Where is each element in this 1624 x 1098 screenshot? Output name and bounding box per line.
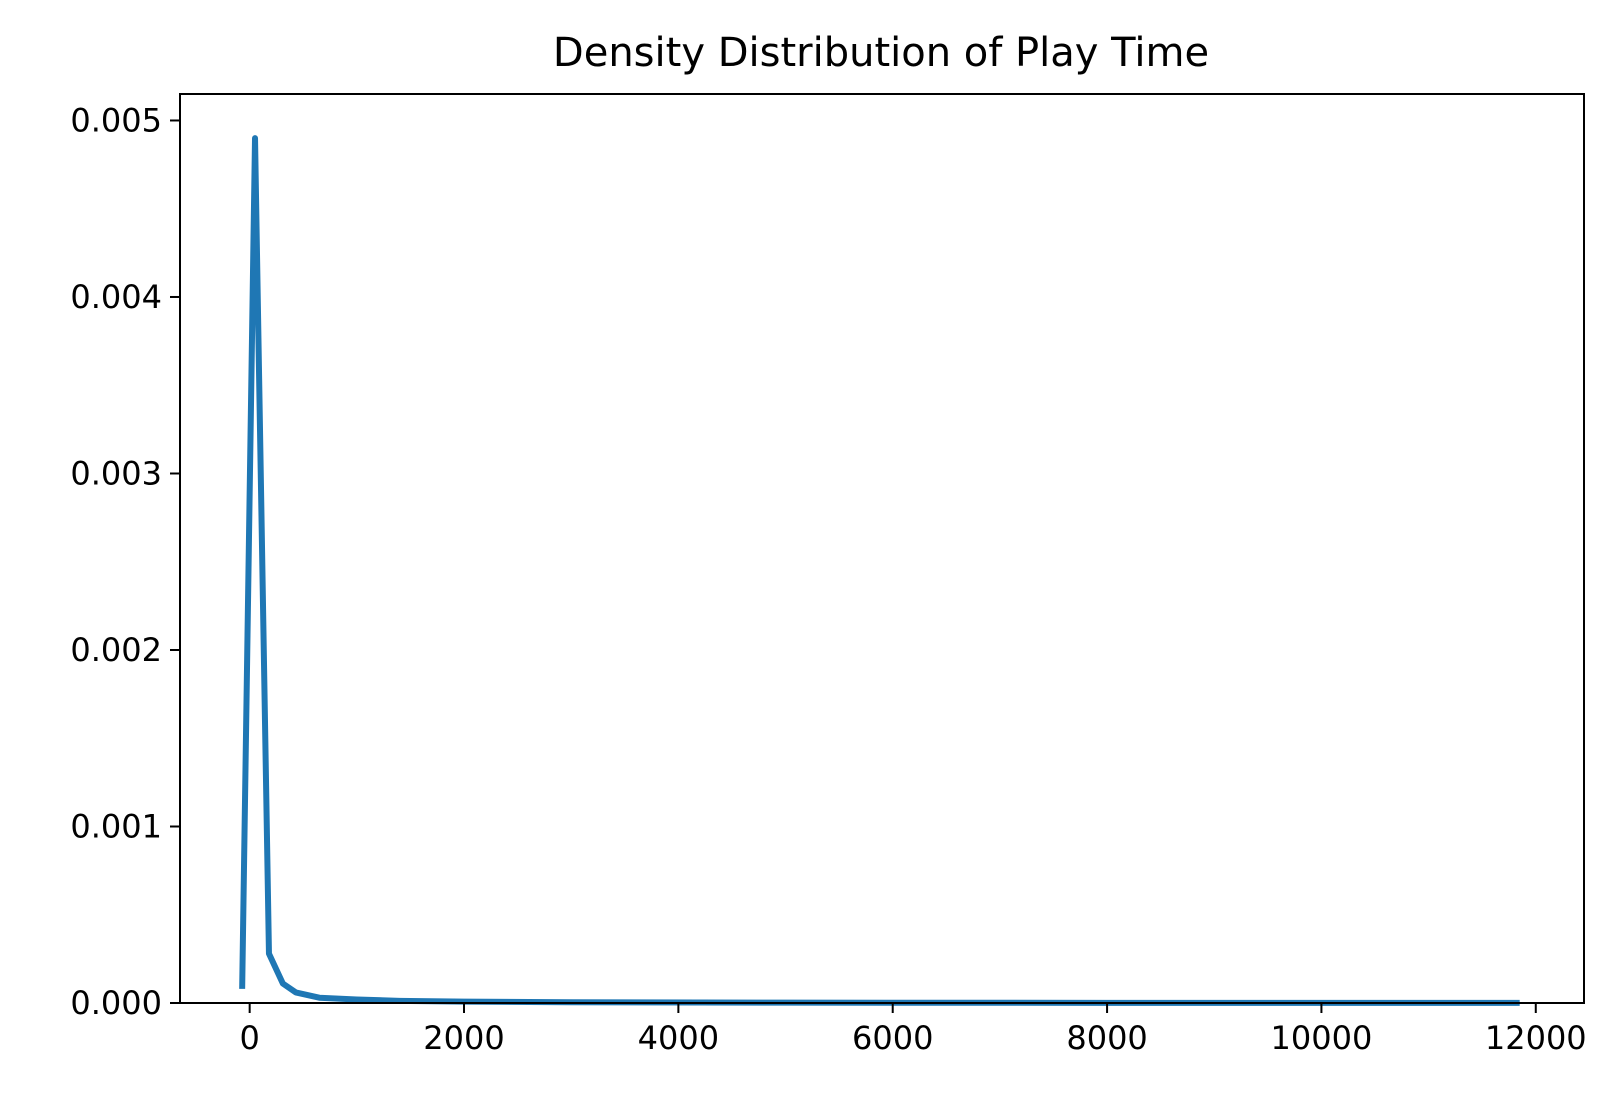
x-axis: 0 2000 4000 6000 8000 10000 12000 xyxy=(239,1003,1586,1057)
y-tick-label: 0.004 xyxy=(70,278,162,316)
y-tick-label: 0.005 xyxy=(70,101,162,139)
y-tick-label: 0.002 xyxy=(70,631,162,669)
x-tick-label: 8000 xyxy=(1066,1019,1147,1057)
y-tick-label: 0.001 xyxy=(70,807,162,845)
x-tick-label: 0 xyxy=(239,1019,259,1057)
x-tick-label: 10000 xyxy=(1271,1019,1373,1057)
x-tick-label: 6000 xyxy=(852,1019,933,1057)
x-tick-label: 12000 xyxy=(1485,1019,1587,1057)
x-tick-label: 4000 xyxy=(638,1019,719,1057)
y-tick-label: 0.003 xyxy=(70,454,162,492)
axes-frame xyxy=(180,94,1584,1003)
plot-area xyxy=(242,138,1520,1003)
density-line xyxy=(242,138,1520,1003)
x-tick-label: 2000 xyxy=(423,1019,504,1057)
y-tick-label: 0.000 xyxy=(70,984,162,1022)
y-axis: 0.000 0.001 0.002 0.003 0.004 0.005 xyxy=(70,101,180,1022)
chart-title: Density Distribution of Play Time xyxy=(553,30,1209,76)
